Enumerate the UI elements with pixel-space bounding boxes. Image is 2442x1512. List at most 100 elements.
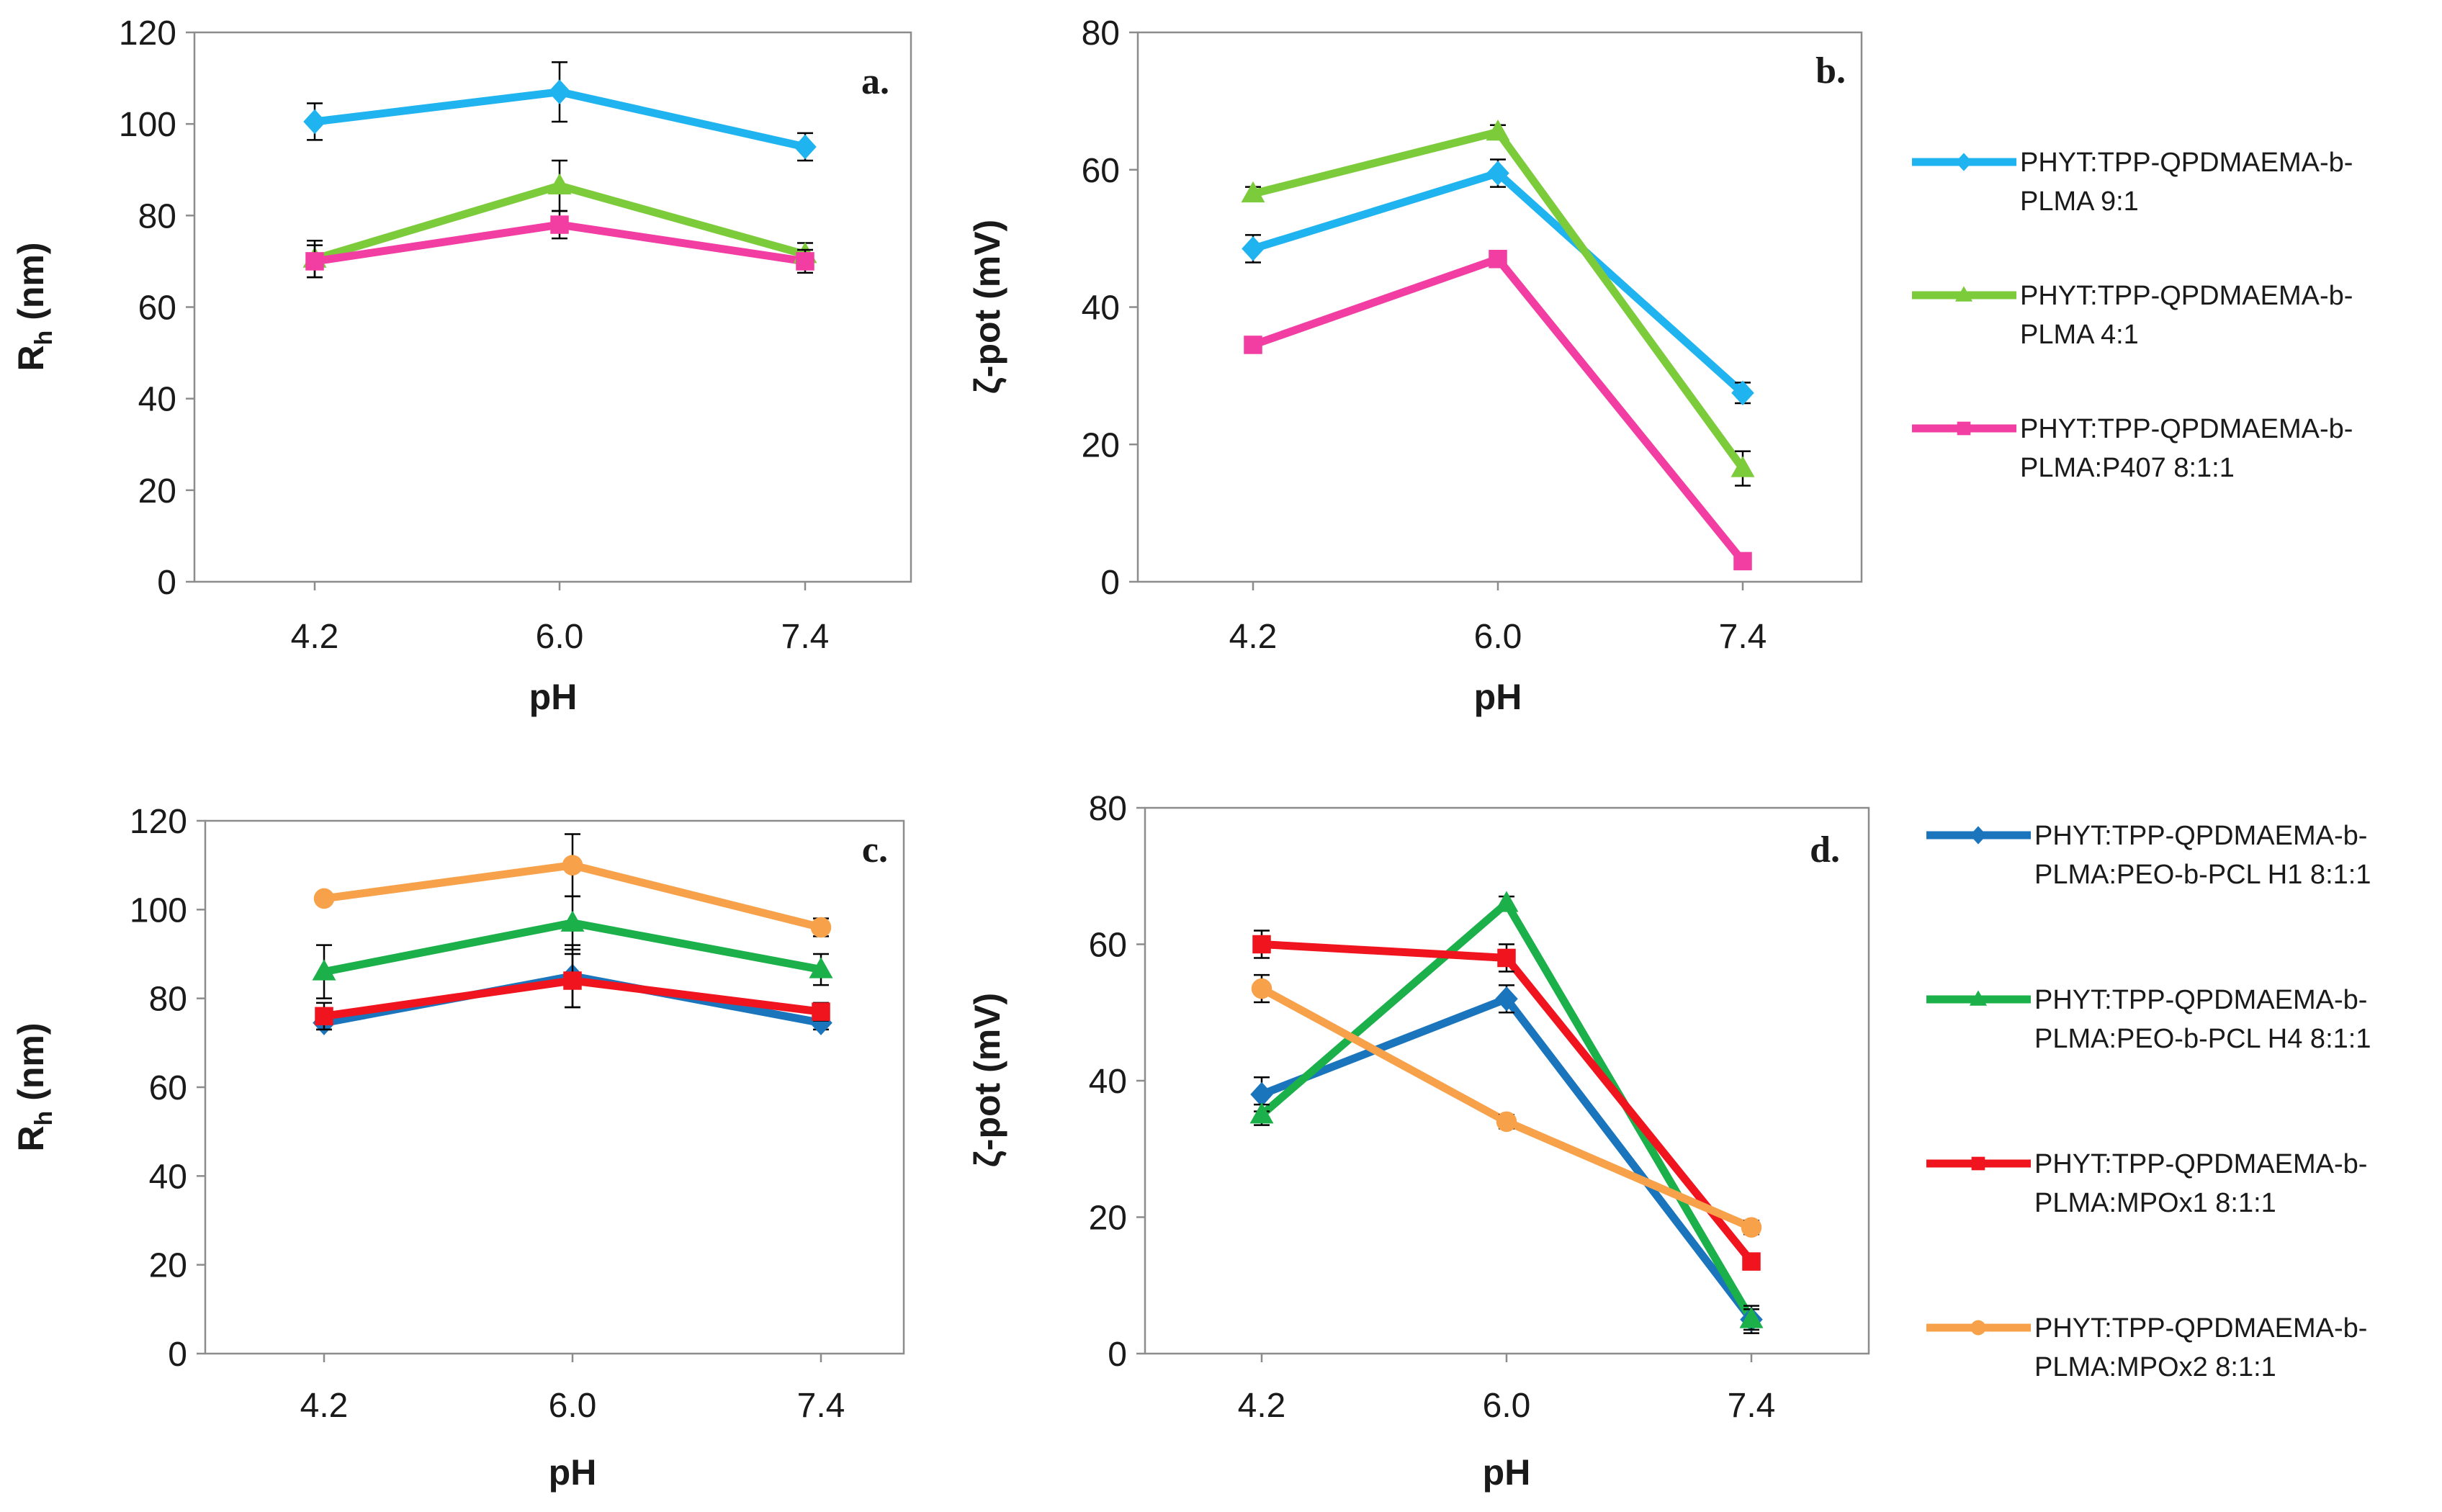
x-tick-label: 6.0 <box>1474 618 1522 656</box>
plot-area <box>204 819 905 1355</box>
data-point <box>1494 891 1519 912</box>
y-tick-label: 20 <box>1089 1200 1127 1238</box>
series-1 <box>1249 169 1747 397</box>
x-tick-label: 6.0 <box>549 1387 597 1425</box>
y-axis-label: Rh (nm) <box>11 1022 58 1151</box>
legend-item: PHYT:TPP-QPDMAEMA-b- PLMA 9:1 <box>1912 148 2353 217</box>
legend-item: PHYT:TPP-QPDMAEMA-b- PLMA:P407 8:1:1 <box>1912 414 2353 483</box>
data-point <box>547 173 572 195</box>
legend-label-line1: PHYT:TPP-QPDMAEMA-b- <box>2020 148 2353 178</box>
series-line <box>1249 255 1747 565</box>
panel-c: 0 20 40 60 80 100 120 4.2 6.0 7.4 pH Rh (nm) c. <box>11 803 905 1493</box>
y-tick-label: 120 <box>130 803 187 841</box>
legend-bottom: PHYT:TPP-QPDMAEMA-b- PLMA:PEO-b-PCL H1 8:… <box>1926 821 2371 1382</box>
data-point <box>1242 236 1265 261</box>
y-tick-label: 60 <box>1082 152 1120 190</box>
data-point <box>1496 1111 1517 1133</box>
legend-item: PHYT:TPP-QPDMAEMA-b- PLMA:PEO-b-PCL H1 8:… <box>1926 821 2371 890</box>
data-point <box>563 971 582 990</box>
y-tick-label: 60 <box>138 289 176 328</box>
y-tick-label: 20 <box>138 472 176 510</box>
x-tick-label: 7.4 <box>781 618 830 656</box>
y-tick-label: 100 <box>119 106 176 144</box>
data-point <box>1739 1307 1764 1328</box>
data-point <box>548 79 571 104</box>
legend-item: PHYT:TPP-QPDMAEMA-b- PLMA:MPOx2 8:1:1 <box>1926 1313 2367 1382</box>
legend-label-line1: PHYT:TPP-QPDMAEMA-b- <box>2020 414 2353 444</box>
series-1-points <box>1250 984 1763 1334</box>
legend-label-line2: PLMA:MPOx1 8:1:1 <box>2034 1188 2276 1218</box>
series-2-points <box>1241 120 1755 487</box>
legend-marker <box>1957 421 1971 436</box>
legend-label-line2: PLMA:MPOx2 8:1:1 <box>2034 1352 2276 1382</box>
legend-label-line1: PHYT:TPP-QPDMAEMA-b- <box>2034 985 2367 1015</box>
x-axis-label: pH <box>1474 677 1522 717</box>
legend-top: PHYT:TPP-QPDMAEMA-b-PLMA 9:1PHYT:TPP-QPD… <box>1912 148 2353 483</box>
panel-d: 0 20 40 60 80 4.2 6.0 7.4 pH ζ-pot (mV) d. <box>967 790 1870 1493</box>
x-tick-label: 4.2 <box>1238 1387 1286 1425</box>
y-tick-label: 80 <box>138 197 176 235</box>
legend-marker <box>1970 826 1987 845</box>
panel-label: a. <box>861 61 889 102</box>
legend-label-line2: PLMA:PEO-b-PCL H4 8:1:1 <box>2034 1024 2371 1054</box>
legend-marker <box>1970 1320 1986 1336</box>
series-3 <box>1249 255 1747 565</box>
y-tick-label: 120 <box>119 14 176 53</box>
legend-label-line2: PLMA 4:1 <box>2020 320 2139 350</box>
series-3-points <box>315 953 830 1031</box>
legend-marker <box>1954 286 1973 302</box>
y-tick-label: 80 <box>149 981 187 1019</box>
x-tick-label: 6.0 <box>1483 1387 1531 1425</box>
x-tick-label: 7.4 <box>1728 1387 1776 1425</box>
series-2-points <box>1249 891 1764 1331</box>
x-axis-label: pH <box>549 1452 597 1493</box>
legend-label-line2: PLMA:P407 8:1:1 <box>2020 453 2235 483</box>
data-point <box>1742 1252 1761 1271</box>
data-point <box>305 252 324 271</box>
y-tick-label: 20 <box>149 1247 187 1285</box>
legend-label-line1: PHYT:TPP-QPDMAEMA-b- <box>2034 1149 2367 1179</box>
y-tick-label: 80 <box>1082 14 1120 53</box>
series-3-points <box>305 210 814 279</box>
legend-item: PHYT:TPP-QPDMAEMA-b- PLMA:MPOx1 8:1:1 <box>1926 1149 2367 1218</box>
y-axis-label: ζ-pot (mV) <box>967 993 1007 1167</box>
panel-label: b. <box>1815 50 1846 91</box>
data-point <box>313 888 335 909</box>
data-point <box>812 1002 830 1021</box>
series-4-points <box>313 833 832 938</box>
data-point <box>1733 552 1752 571</box>
data-point <box>1731 456 1755 477</box>
data-point <box>560 910 585 932</box>
series-line <box>1257 984 1756 1232</box>
data-point <box>303 109 326 135</box>
data-point <box>1486 161 1509 186</box>
data-point <box>1244 336 1262 354</box>
series-1-points <box>303 61 817 162</box>
legend-label-line2: PLMA 9:1 <box>2020 186 2139 217</box>
y-tick-label: 60 <box>1089 927 1127 965</box>
legend-label-line1: PHYT:TPP-QPDMAEMA-b- <box>2020 281 2353 311</box>
x-tick-label: 4.2 <box>1229 618 1278 656</box>
legend-marker <box>1971 1156 1985 1171</box>
data-point <box>315 1007 333 1026</box>
series-1-points <box>1242 158 1754 405</box>
series-3-points <box>1252 930 1761 1271</box>
y-tick-label: 0 <box>1108 1336 1127 1374</box>
data-point <box>562 855 583 876</box>
x-tick-label: 7.4 <box>797 1387 845 1425</box>
data-point <box>1486 120 1510 141</box>
x-tick-label: 4.2 <box>300 1387 349 1425</box>
y-tick-label: 0 <box>157 564 176 602</box>
y-tick-label: 40 <box>1082 289 1120 328</box>
legend-label-line1: PHYT:TPP-QPDMAEMA-b- <box>2034 1313 2367 1344</box>
series-line <box>1249 169 1747 397</box>
panel-a: 0 20 40 60 80 100 120 4.2 6.0 7.4 pH Rh (nm) a. <box>11 14 912 717</box>
x-tick-label: 6.0 <box>536 618 584 656</box>
data-point <box>1241 181 1265 203</box>
y-tick-label: 60 <box>149 1069 187 1107</box>
legend-label-line1: PHYT:TPP-QPDMAEMA-b- <box>2034 821 2367 851</box>
panel-label: c. <box>862 829 888 870</box>
x-tick-label: 7.4 <box>1719 618 1767 656</box>
series-3-points <box>1244 249 1752 571</box>
